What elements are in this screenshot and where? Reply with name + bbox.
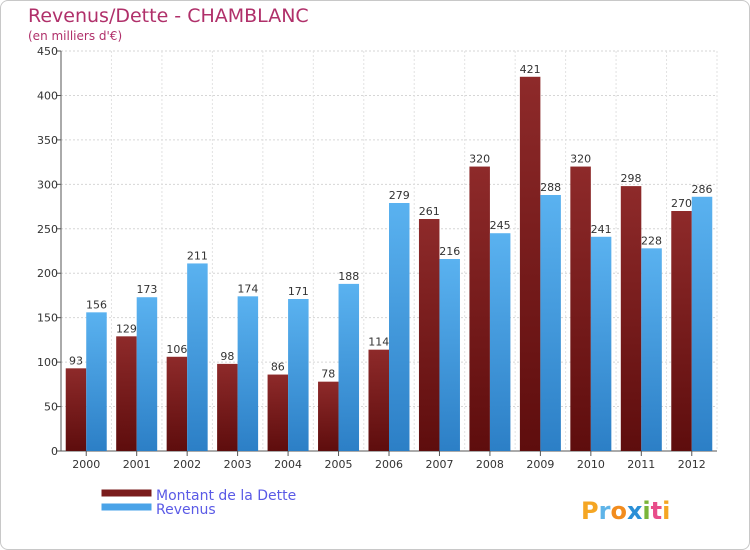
x-tick-label: 2006 (375, 458, 403, 471)
data-label: 188 (338, 270, 359, 283)
chart-title: Revenus/Dette - CHAMBLANC (28, 5, 309, 27)
bar-dette-2008 (469, 166, 490, 452)
y-tick-label: 50 (44, 401, 58, 414)
x-tick-label: 2005 (325, 458, 353, 471)
data-label: 78 (321, 368, 335, 381)
bar-revenus-2012 (691, 196, 713, 451)
bar-dette-2010 (570, 166, 591, 452)
data-label: 320 (570, 153, 591, 166)
y-tick-label: 0 (51, 445, 58, 458)
logo-letter: r (599, 497, 611, 525)
legend-label: Revenus (156, 502, 216, 518)
bar-dette-2007 (418, 219, 440, 451)
bar-dette-2006 (368, 349, 389, 451)
x-tick-label: 2007 (425, 458, 453, 471)
bar-revenus-2010 (590, 236, 612, 451)
x-tick-label: 2010 (577, 458, 605, 471)
bar-dette-2004 (267, 374, 289, 451)
y-tick-label: 150 (37, 312, 58, 325)
data-label: 93 (69, 354, 83, 367)
legend-label: Montant de la Dette (156, 488, 296, 504)
data-label: 288 (540, 181, 561, 194)
x-tick-label: 2002 (173, 458, 201, 471)
y-tick-label: 250 (37, 223, 58, 236)
data-label: 298 (621, 172, 642, 185)
bar-layer (65, 76, 713, 452)
bar-revenus-2000 (86, 312, 107, 451)
data-label: 261 (419, 205, 440, 218)
y-tick-label: 300 (37, 178, 58, 191)
bar-dette-2011 (620, 186, 642, 451)
data-label: 129 (116, 322, 137, 335)
label-layer: 93 156 129 173 106 211 98 174 86 171 78 188 114 279 26… (69, 63, 713, 381)
bar-dette-2003 (217, 363, 238, 451)
bar-dette-2000 (65, 368, 87, 451)
data-label: 86 (271, 361, 285, 374)
y-tick-label: 400 (37, 89, 58, 102)
y-tick-label: 350 (37, 134, 58, 147)
data-label: 216 (439, 245, 460, 258)
x-tick-label: 2009 (526, 458, 554, 471)
y-tick-label: 100 (37, 356, 58, 369)
data-label: 211 (187, 249, 208, 262)
logo-letter: t (651, 497, 662, 525)
data-label: 241 (591, 223, 612, 236)
data-label: 320 (469, 153, 490, 166)
x-tick-label: 2011 (627, 458, 655, 471)
data-label: 228 (641, 234, 662, 247)
legend-swatch (100, 488, 153, 498)
x-tick-label: 2008 (476, 458, 504, 471)
data-label: 156 (86, 298, 107, 311)
y-tick-label: 450 (37, 45, 58, 58)
logo-letter: P (581, 497, 599, 525)
bar-revenus-2006 (389, 203, 410, 451)
data-label: 279 (389, 189, 410, 202)
bar-revenus-2007 (439, 259, 460, 451)
bar-dette-2001 (116, 336, 137, 451)
bar-dette-2002 (166, 356, 188, 451)
logo-letter: i (642, 497, 650, 525)
data-label: 106 (166, 343, 187, 356)
x-tick-label: 2000 (72, 458, 100, 471)
data-label: 421 (520, 63, 541, 76)
y-tick-label: 200 (37, 267, 58, 280)
x-tick-label: 2004 (274, 458, 302, 471)
data-label: 98 (220, 350, 234, 363)
data-label: 286 (692, 183, 713, 196)
bar-revenus-2003 (237, 296, 259, 451)
bar-dette-2005 (318, 381, 339, 451)
bar-dette-2012 (671, 211, 692, 451)
data-label: 245 (490, 219, 511, 232)
bar-revenus-2002 (187, 263, 208, 451)
data-label: 114 (368, 336, 389, 349)
chart-subtitle: (en milliers d'€) (28, 29, 123, 43)
x-tick-label: 2003 (224, 458, 252, 471)
bar-revenus-2011 (641, 248, 662, 451)
bar-revenus-2001 (136, 297, 158, 451)
x-tick-label: 2012 (678, 458, 706, 471)
logo-letter: o (610, 497, 627, 525)
bar-revenus-2008 (489, 233, 511, 451)
bar-revenus-2005 (338, 283, 360, 451)
bar-revenus-2009 (540, 195, 561, 451)
data-label: 174 (237, 282, 258, 295)
legend-swatch (100, 502, 153, 512)
bar-revenus-2004 (288, 299, 309, 451)
logo-letter: i (662, 497, 670, 525)
proxiti-logo: Proxiti (581, 497, 670, 525)
data-label: 270 (671, 197, 692, 210)
x-tick-label: 2001 (123, 458, 151, 471)
data-label: 173 (136, 283, 157, 296)
bar-dette-2009 (519, 76, 541, 452)
proxiti-logo-text: Proxiti (581, 497, 670, 525)
data-label: 171 (288, 285, 309, 298)
logo-letter: x (627, 497, 643, 525)
